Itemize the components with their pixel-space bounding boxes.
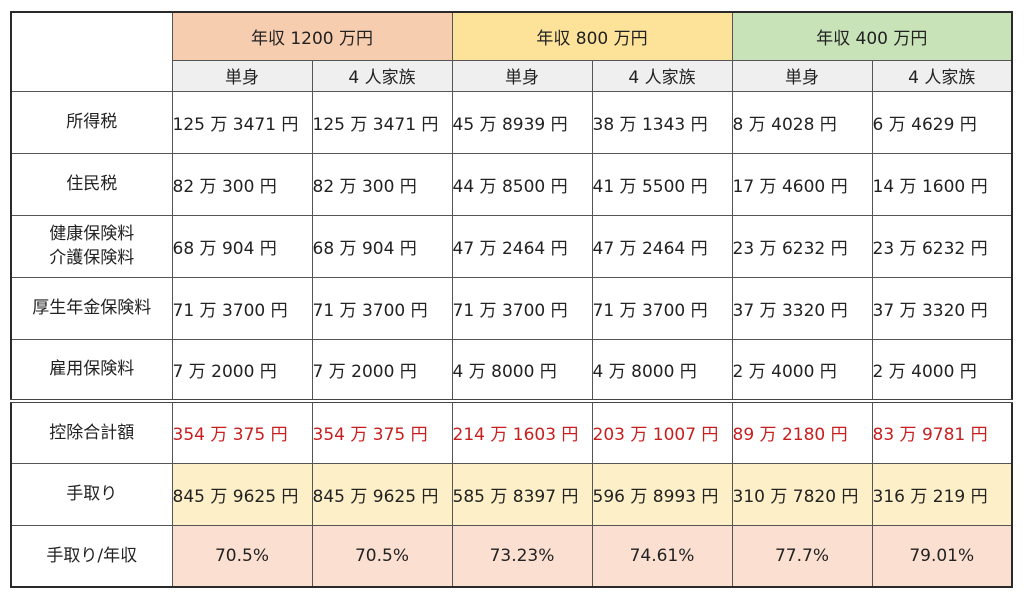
value-cell: 41 万 5500 円 [591,152,733,216]
value-cell: 71 万 3700 円 [171,276,313,340]
row-label-care-insurance: 介護保険料 [49,248,135,268]
household-family-of-four: 4 人家族 [591,59,733,92]
deduction-total-cell: 354 万 375 円 [171,400,313,464]
take-home-cell: 845 万 9625 円 [171,462,313,526]
value-cell: 38 万 1343 円 [591,90,733,154]
value-cell: 2 万 4000 円 [731,338,873,402]
row-income-tax: 所得税 125 万 3471 円 125 万 3471 円 45 万 8939 … [10,90,1013,154]
value-cell: 71 万 3700 円 [591,276,733,340]
row-employment-insurance: 雇用保険料 7 万 2000 円 7 万 2000 円 4 万 8000 円 4… [10,338,1013,402]
value-cell: 44 万 8500 円 [451,152,593,216]
row-resident-tax: 住民税 82 万 300 円 82 万 300 円 44 万 8500 円 41… [10,152,1013,216]
row-label-pension-insurance: 厚生年金保険料 [10,276,173,340]
row-label-take-home-ratio: 手取り/年収 [10,524,173,588]
value-cell: 47 万 2464 円 [451,214,593,278]
value-cell: 23 万 6232 円 [871,214,1013,278]
household-header-row: 単身 4 人家族 単身 4 人家族 単身 4 人家族 [11,59,1013,92]
value-cell: 23 万 6232 円 [731,214,873,278]
value-cell: 7 万 2000 円 [311,338,453,402]
row-pension-insurance: 厚生年金保険料 71 万 3700 円 71 万 3700 円 71 万 370… [10,276,1013,340]
corner-cell [10,11,173,92]
row-label-health-care-insurance: 健康保険料介護保険料 [10,214,173,278]
value-cell: 45 万 8939 円 [451,90,593,154]
take-home-cell: 316 万 219 円 [871,462,1013,526]
income-group-header-row: 年収 1200 万円 年収 800 万円 年収 400 万円 [10,11,1013,92]
take-home-cell: 585 万 8397 円 [451,462,593,526]
ratio-cell: 70.5% [311,524,453,588]
row-label-total-deductions: 控除合計額 [10,400,173,464]
row-take-home-ratio: 手取り/年収 70.5% 70.5% 73.23% 74.61% 77.7% 7… [10,524,1013,588]
row-label-employment-insurance: 雇用保険料 [10,338,173,402]
value-cell: 125 万 3471 円 [311,90,453,154]
value-cell: 2 万 4000 円 [871,338,1013,402]
row-take-home-pay: 手取り 845 万 9625 円 845 万 9625 円 585 万 8397… [10,462,1013,526]
value-cell: 6 万 4629 円 [871,90,1013,154]
income-tax-comparison-table: 年収 1200 万円 年収 800 万円 年収 400 万円 単身 4 人家族 … [10,11,1013,588]
value-cell: 4 万 8000 円 [591,338,733,402]
value-cell: 37 万 3320 円 [871,276,1013,340]
deduction-total-cell: 83 万 9781 円 [871,400,1013,464]
row-label-resident-tax: 住民税 [10,152,173,216]
value-cell: 8 万 4028 円 [731,90,873,154]
ratio-cell: 79.01% [871,524,1013,588]
row-label-income-tax: 所得税 [10,90,173,154]
ratio-cell: 70.5% [171,524,313,588]
row-health-care-insurance: 健康保険料介護保険料 68 万 904 円 68 万 904 円 47 万 24… [10,214,1013,278]
value-cell: 4 万 8000 円 [451,338,593,402]
take-home-cell: 596 万 8993 円 [591,462,733,526]
row-label-health-insurance: 健康保険料 [49,224,135,244]
household-single: 単身 [731,59,873,92]
value-cell: 37 万 3320 円 [731,276,873,340]
household-family-of-four: 4 人家族 [311,59,453,92]
value-cell: 125 万 3471 円 [171,90,313,154]
value-cell: 71 万 3700 円 [451,276,593,340]
ratio-cell: 77.7% [731,524,873,588]
row-total-deductions: 控除合計額 354 万 375 円 354 万 375 円 214 万 1603… [10,400,1013,464]
value-cell: 68 万 904 円 [171,214,313,278]
value-cell: 71 万 3700 円 [311,276,453,340]
take-home-cell: 310 万 7820 円 [731,462,873,526]
deduction-total-cell: 89 万 2180 円 [731,400,873,464]
take-home-cell: 845 万 9625 円 [311,462,453,526]
value-cell: 7 万 2000 円 [171,338,313,402]
income-group-400: 年収 400 万円 [731,11,1013,61]
income-group-800: 年収 800 万円 [451,11,733,61]
household-family-of-four: 4 人家族 [871,59,1013,92]
ratio-cell: 74.61% [591,524,733,588]
deduction-total-cell: 214 万 1603 円 [451,400,593,464]
deduction-total-cell: 203 万 1007 円 [591,400,733,464]
value-cell: 47 万 2464 円 [591,214,733,278]
value-cell: 68 万 904 円 [311,214,453,278]
row-label-take-home-pay: 手取り [10,462,173,526]
ratio-cell: 73.23% [451,524,593,588]
value-cell: 17 万 4600 円 [731,152,873,216]
value-cell: 82 万 300 円 [171,152,313,216]
value-cell: 14 万 1600 円 [871,152,1013,216]
value-cell: 82 万 300 円 [311,152,453,216]
income-group-1200: 年収 1200 万円 [171,11,453,61]
deduction-total-cell: 354 万 375 円 [311,400,453,464]
household-single: 単身 [171,59,313,92]
household-single: 単身 [451,59,593,92]
